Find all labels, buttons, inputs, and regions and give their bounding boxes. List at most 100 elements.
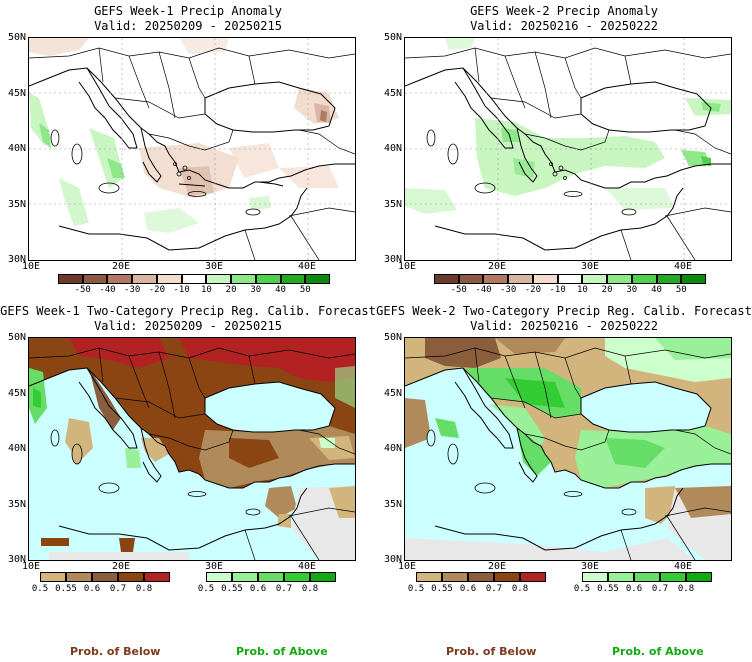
prob-above-label: Prob. of Above (612, 645, 704, 658)
lon-label: 30E (204, 261, 224, 272)
colorbar-box (631, 274, 657, 284)
islands (426, 129, 637, 216)
lon-label: 40E (297, 561, 317, 572)
lat-label: 35N (383, 199, 402, 210)
colorbar-tick-label: -40 (475, 285, 492, 295)
colorbar-box (156, 274, 182, 284)
lat-label: 30N (383, 554, 402, 565)
colorbar-box (634, 572, 660, 582)
colorbar-box (686, 572, 712, 582)
colorbar-box (494, 572, 520, 582)
prob-above-label: Prob. of Above (236, 645, 328, 658)
panel-title: GEFS Week-1 Precip Anomaly (94, 4, 282, 18)
colorbar-tick-label: 0.8 (677, 584, 695, 594)
lat-label: 30N (383, 254, 402, 265)
lat-label: 30N (7, 554, 26, 565)
prob-above-colorbar: 0.5 0.55 0.6 0.7 0.8 (574, 572, 722, 598)
map-drawing (29, 338, 355, 560)
lat-label: 35N (383, 499, 402, 510)
colorbar-tick-label: -40 (99, 285, 116, 295)
lat-label: 45N (383, 88, 402, 99)
colorbar-tick-label: -50 (74, 285, 91, 295)
islands (50, 429, 261, 516)
colorbar-tick-label: -20 (524, 285, 542, 295)
colorbar-tick-label: 0.7 (651, 584, 669, 594)
colorbar-tick-label: -30 (124, 285, 141, 295)
gridlines (405, 38, 731, 260)
lat-label: 40N (383, 443, 402, 454)
lon-label: 40E (673, 261, 693, 272)
colorbar-tick-label: 0.7 (275, 584, 293, 594)
islands (50, 129, 261, 216)
colorbar-tick-label: 0.5 (407, 584, 425, 594)
country-borders (405, 47, 731, 260)
lon-label: 30E (204, 561, 224, 572)
colorbar-box (206, 274, 232, 284)
precip-anomaly-shading (405, 38, 731, 214)
colorbar-tick-label: -20 (148, 285, 166, 295)
lat-label: 45N (7, 388, 26, 399)
colorbar-tick-label: -10 (173, 285, 190, 295)
panel-week1-anomaly: GEFS Week-1 Precip Anomaly Valid: 202502… (0, 0, 376, 300)
colorbar-box (582, 274, 608, 284)
colorbar-tick-label: 0.7 (485, 584, 503, 594)
probability-map-week1 (28, 337, 356, 561)
colorbar-tick-label: 0.6 (625, 584, 643, 594)
colorbar-box (144, 572, 170, 582)
colorbar-box (206, 572, 232, 582)
colorbar-box (181, 274, 207, 284)
colorbar-box (660, 572, 686, 582)
colorbar-tick-label: 0.8 (301, 584, 319, 594)
lat-label: 40N (383, 143, 402, 154)
lat-label: 30N (7, 254, 26, 265)
panel-week1-probability: GEFS Week-1 Two-Category Precip Reg. Cal… (0, 300, 376, 662)
prob-below-colorbar: 0.5 0.55 0.6 0.7 0.8 (32, 572, 180, 598)
panel-title: GEFS Week-1 Two-Category Precip Reg. Cal… (0, 304, 376, 318)
colorbar-tick-label: 50 (299, 285, 311, 295)
colorbar-tick-label: 0.8 (511, 584, 529, 594)
country-borders (29, 47, 355, 260)
colorbar-tick-label: 50 (675, 285, 687, 295)
map-drawing (29, 38, 355, 260)
lon-label: 20E (487, 561, 507, 572)
colorbar-box (483, 274, 509, 284)
panel-valid-dates: Valid: 20250216 - 20250222 (470, 319, 658, 333)
lat-label: 50N (7, 32, 26, 43)
lat-label: 50N (383, 32, 402, 43)
colorbar-tick-label: 0.8 (135, 584, 153, 594)
anomaly-map-week2 (404, 37, 732, 261)
colorbar-box (255, 274, 281, 284)
country-borders (29, 347, 355, 560)
colorbar-box (231, 274, 256, 284)
colorbar-tick-label: 0.55 (431, 584, 453, 594)
colorbar-tick-label: 0.55 (597, 584, 619, 594)
colorbar-tick-label: 30 (250, 285, 262, 295)
prob-below-colorbar: 0.5 0.55 0.6 0.7 0.8 (408, 572, 556, 598)
lon-label: 30E (580, 261, 600, 272)
colorbar-tick-label: 40 (275, 285, 286, 295)
gridlines (29, 38, 355, 260)
colorbar-box (681, 274, 706, 284)
colorbar-box (557, 274, 583, 284)
lat-label: 45N (383, 388, 402, 399)
colorbar-tick-label: 0.6 (83, 584, 101, 594)
lon-label: 40E (297, 261, 317, 272)
coastlines (29, 67, 355, 251)
panel-week2-probability: GEFS Week-2 Two-Category Precip Reg. Cal… (376, 300, 752, 662)
lon-label: 10E (397, 261, 417, 272)
colorbar-box (656, 274, 682, 284)
lat-label: 40N (7, 443, 26, 454)
prob-below-label: Prob. of Below (70, 645, 161, 658)
colorbar-box (232, 572, 258, 582)
map-drawing (405, 338, 731, 560)
colorbar-box (607, 274, 632, 284)
coastlines (405, 67, 731, 251)
probability-shading (29, 338, 355, 560)
colorbar-tick-label: 0.55 (221, 584, 243, 594)
prob-below-label: Prob. of Below (446, 645, 537, 658)
colorbar-box (416, 572, 442, 582)
lon-label: 10E (21, 261, 41, 272)
coastlines (405, 367, 731, 551)
colorbar-tick-label: 0.7 (109, 584, 127, 594)
colorbar-tick-label: 40 (651, 285, 662, 295)
